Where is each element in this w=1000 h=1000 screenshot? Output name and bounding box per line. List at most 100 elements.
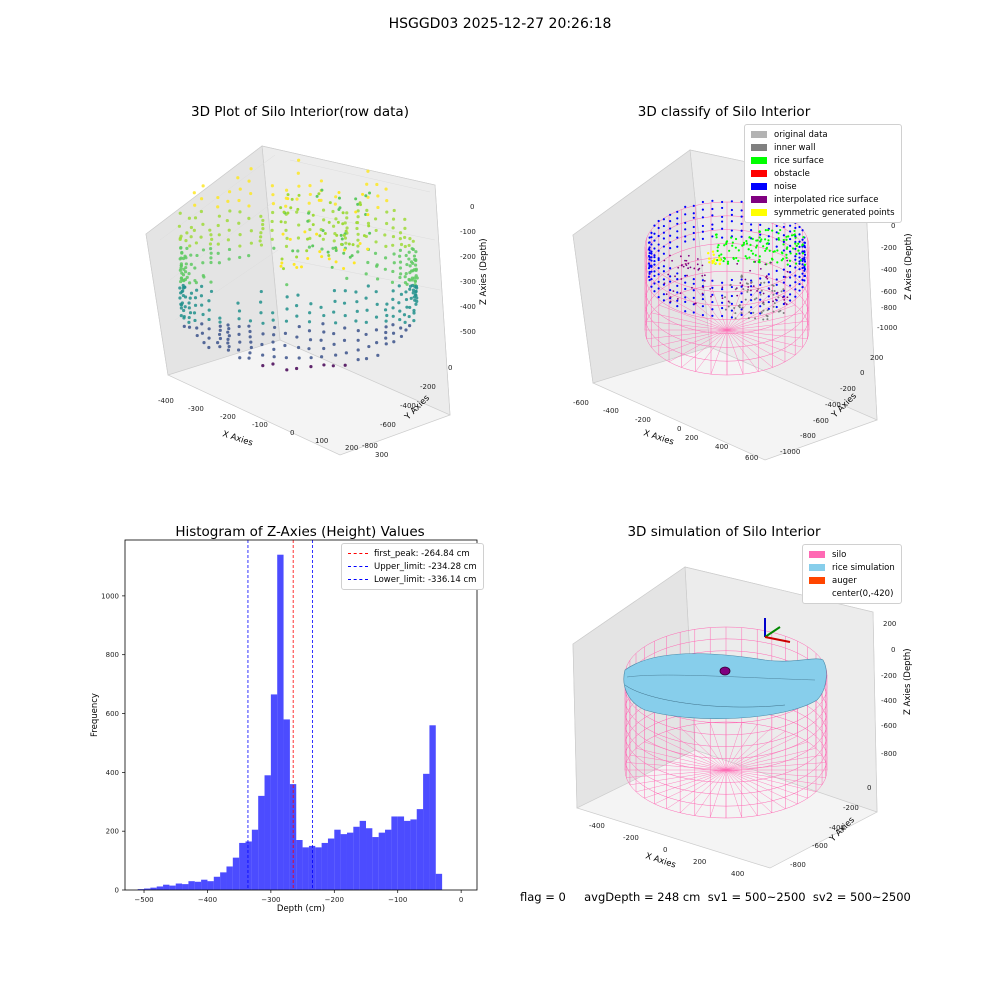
raw-point: [332, 310, 336, 314]
raw-point: [323, 231, 327, 235]
raw-point: [337, 191, 341, 195]
x-tick: -200: [635, 416, 651, 424]
histogram-bar: [232, 857, 240, 890]
raw-point: [403, 281, 408, 285]
raw-point: [295, 197, 299, 201]
x-tick: 200: [693, 858, 706, 866]
raw-point: [399, 292, 404, 296]
noise-point: [669, 267, 672, 270]
noise-point: [789, 230, 792, 233]
z-tick: 200: [883, 620, 896, 628]
interpolated-point: [754, 260, 757, 263]
raw-point: [207, 345, 211, 350]
rice-point: [759, 240, 762, 243]
wall-point: [762, 318, 765, 321]
raw-point: [398, 260, 403, 264]
noise-point: [794, 247, 797, 250]
raw-point: [179, 266, 183, 270]
noise-point: [701, 200, 704, 204]
raw-point: [368, 231, 372, 235]
raw-point: [218, 336, 223, 341]
raw-point: [412, 254, 417, 258]
wall-point: [750, 281, 753, 284]
wall-point: [777, 296, 780, 299]
raw-point: [209, 280, 213, 284]
raw-point: [187, 306, 191, 310]
raw-point: [249, 167, 253, 171]
raw-point: [354, 319, 358, 323]
wall-point: [729, 284, 732, 287]
line-first-peak: [348, 553, 368, 554]
noise-point: [650, 256, 653, 259]
silo-spoke: [725, 769, 798, 805]
noise-point: [650, 243, 653, 246]
noise-point: [775, 245, 778, 248]
silo-spoke: [725, 741, 808, 771]
z-tick: 0: [470, 203, 474, 211]
rice-point: [751, 237, 754, 240]
rice-point: [731, 244, 734, 247]
noise-point: [789, 237, 792, 241]
raw-point: [182, 308, 186, 313]
wall-point: [733, 307, 736, 310]
raw-x-label: X Axies: [221, 429, 254, 448]
swatch-original-data: [751, 131, 767, 138]
raw-point: [413, 298, 417, 302]
wall-point: [766, 309, 769, 312]
raw-point: [356, 232, 360, 236]
wall-point: [759, 293, 762, 296]
raw-point: [216, 340, 220, 345]
interpolated-point: [774, 298, 777, 301]
noise-point: [721, 314, 724, 318]
noise-point: [657, 243, 660, 246]
noise-point: [711, 227, 714, 231]
raw-point: [297, 324, 301, 329]
raw-point: [296, 207, 300, 211]
raw-point: [305, 249, 309, 253]
noise-point: [750, 312, 753, 315]
interpolated-point: [736, 262, 739, 265]
raw-point: [299, 265, 303, 269]
raw-point: [218, 320, 222, 324]
raw-point: [344, 229, 348, 233]
raw-point: [331, 209, 335, 214]
raw-point: [374, 315, 379, 319]
raw-point: [271, 311, 275, 315]
raw-point: [332, 288, 337, 293]
raw-point: [397, 301, 401, 305]
rice-point: [732, 256, 735, 260]
raw-point: [327, 220, 331, 224]
noise-point: [684, 274, 687, 277]
raw-point: [354, 210, 358, 214]
interpolated-point: [684, 259, 686, 262]
interpolated-point: [674, 275, 676, 278]
histogram-bars: [137, 554, 443, 890]
noise-point: [803, 253, 807, 256]
noise-point: [701, 297, 704, 301]
raw-point: [227, 344, 231, 349]
noise-point: [798, 262, 801, 265]
raw-point: [403, 275, 407, 279]
raw-point: [216, 205, 220, 209]
noise-point: [701, 237, 704, 240]
histogram-bar: [137, 889, 145, 890]
silo-spoke: [710, 769, 727, 818]
raw-point: [182, 267, 186, 271]
rice-point: [749, 243, 752, 246]
noise-point: [650, 250, 653, 253]
raw-point: [261, 321, 265, 325]
raw-point: [179, 306, 183, 310]
z-tick: -400: [881, 697, 897, 705]
raw-point: [271, 340, 275, 344]
raw-point: [281, 267, 285, 271]
raw-point: [354, 290, 358, 294]
raw-point: [342, 248, 346, 252]
raw-point: [317, 192, 321, 196]
raw-point: [374, 240, 378, 244]
noise-point: [775, 278, 778, 281]
wall-point: [724, 296, 727, 299]
raw-point: [334, 246, 338, 250]
silo-spoke: [725, 754, 823, 771]
z-tick: -300: [460, 278, 476, 286]
raw-point: [330, 265, 334, 269]
